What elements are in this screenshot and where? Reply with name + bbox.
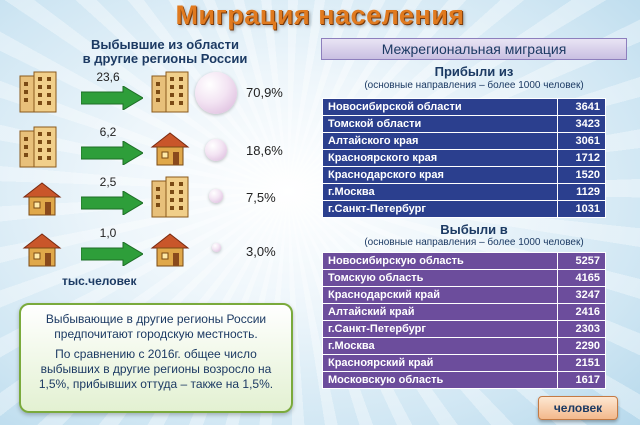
share-bubble-1: [195, 72, 237, 114]
share-bubble-2: [205, 139, 227, 161]
departed-table: Новосибирскую область 5257 Томскую област…: [322, 252, 606, 389]
value-cell: 1617: [557, 371, 606, 389]
region-cell: Алтайского края: [322, 132, 558, 150]
region-cell: Краснодарский край: [322, 286, 558, 304]
region-cell: г.Москва: [322, 337, 558, 355]
value-cell: 3061: [557, 132, 606, 150]
region-cell: Томской области: [322, 115, 558, 133]
table-row: Новосибирскую область 5257: [322, 252, 606, 270]
value-cell: 2303: [557, 320, 606, 338]
share-percent-1: 70,9%: [246, 85, 283, 100]
info-text-1: Выбывающие в другие регионы России предп…: [45, 312, 267, 341]
table-row: Московскую область 1617: [322, 371, 606, 389]
left-subtitle: Выбывшие из области в другие регионы Рос…: [50, 38, 280, 66]
share-bubble-4: [212, 243, 221, 252]
region-cell: Новосибирской области: [322, 98, 558, 116]
flow-row-4: 1,0: [18, 226, 318, 272]
page-title: Миграция населения: [175, 0, 465, 30]
region-cell: Алтайский край: [322, 303, 558, 321]
region-cell: г.Москва: [322, 183, 558, 201]
region-cell: г.Санкт-Петербург: [322, 200, 558, 218]
value-cell: 3247: [557, 286, 606, 304]
value-cell: 3641: [557, 98, 606, 116]
departed-title: Выбыли в: [440, 222, 508, 237]
table-row: Красноярского края 1712: [322, 149, 606, 167]
region-cell: Московскую область: [322, 371, 558, 389]
table-row: Алтайского края 3061: [322, 132, 606, 150]
village-house-icon: [22, 232, 62, 273]
apartment-building-icon: [18, 70, 60, 119]
table-row: Красноярский край 2151: [322, 354, 606, 372]
arrow-right-icon: [80, 85, 144, 111]
share-percent-3: 7,5%: [246, 190, 276, 205]
table-row: г.Санкт-Петербург 1031: [322, 200, 606, 218]
value-cell: 5257: [557, 252, 606, 270]
table-row: г.Москва 1129: [322, 183, 606, 201]
flow-value-2: 6,2: [99, 125, 117, 139]
region-cell: Красноярского края: [322, 149, 558, 167]
arrow-right-icon: [80, 190, 144, 216]
left-subtitle-line2: в другие регионы России: [82, 51, 248, 66]
village-house-icon: [22, 181, 62, 222]
arrow-right-icon: [80, 241, 144, 267]
flow-row-1: 23,6: [18, 70, 318, 116]
value-cell: 2151: [557, 354, 606, 372]
table-row: г.Санкт-Петербург 2303: [322, 320, 606, 338]
value-cell: 1520: [557, 166, 606, 184]
region-cell: Краснодарского края: [322, 166, 558, 184]
people-button[interactable]: человек: [538, 396, 618, 420]
value-cell: 4165: [557, 269, 606, 287]
village-house-icon: [150, 232, 190, 273]
region-cell: г.Санкт-Петербург: [322, 320, 558, 338]
info-box: Выбывающие в другие регионы России предп…: [19, 303, 293, 413]
arrived-subtitle: (основные направления – более 1000 челов…: [364, 80, 584, 91]
arrived-table: Новосибирской области 3641 Томской област…: [322, 98, 606, 218]
unit-label: тыс.человек: [62, 274, 137, 288]
share-percent-2: 18,6%: [246, 143, 283, 158]
value-cell: 3423: [557, 115, 606, 133]
share-bubble-3: [209, 189, 223, 203]
value-cell: 1712: [557, 149, 606, 167]
value-cell: 1129: [557, 183, 606, 201]
left-subtitle-line1: Выбывшие из области: [90, 37, 240, 52]
arrived-title: Прибыли из: [434, 64, 514, 79]
flow-row-3: 2,5: [18, 175, 318, 221]
flow-value-3: 2,5: [99, 175, 117, 189]
table-row: Алтайский край 2416: [322, 303, 606, 321]
share-percent-4: 3,0%: [246, 244, 276, 259]
flow-value-4: 1,0: [99, 226, 117, 240]
table-row: Томскую область 4165: [322, 269, 606, 287]
departed-subtitle: (основные направления – более 1000 челов…: [364, 237, 584, 248]
arrow-right-icon: [80, 140, 144, 166]
section-header: Межрегиональная миграция: [321, 38, 627, 60]
value-cell: 2290: [557, 337, 606, 355]
info-text-2: По сравнению с 2016г. общее число выбывш…: [38, 347, 274, 391]
flow-value-1: 23,6: [96, 70, 120, 84]
table-row: Краснодарского края 1520: [322, 166, 606, 184]
value-cell: 1031: [557, 200, 606, 218]
apartment-building-icon: [18, 125, 60, 174]
table-row: Новосибирской области 3641: [322, 98, 606, 116]
table-row: Краснодарский край 3247: [322, 286, 606, 304]
village-house-icon: [150, 131, 190, 172]
apartment-building-icon: [150, 70, 192, 119]
table-row: Томской области 3423: [322, 115, 606, 133]
value-cell: 2416: [557, 303, 606, 321]
region-cell: Красноярский край: [322, 354, 558, 372]
apartment-building-icon: [150, 175, 192, 224]
region-cell: Томскую область: [322, 269, 558, 287]
table-row: г.Москва 2290: [322, 337, 606, 355]
flow-row-2: 6,2: [18, 125, 318, 171]
region-cell: Новосибирскую область: [322, 252, 558, 270]
